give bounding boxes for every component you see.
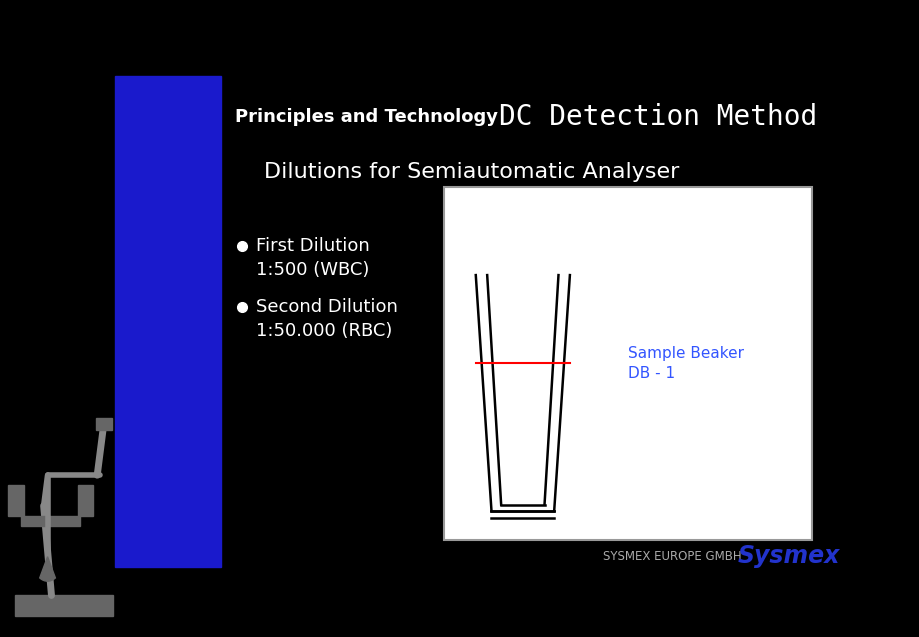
Text: SYSMEX EUROPE GMBH: SYSMEX EUROPE GMBH xyxy=(603,550,742,562)
Bar xyxy=(8,485,24,516)
Text: Principles and Technology: Principles and Technology xyxy=(234,108,497,125)
Text: Sample Beaker: Sample Beaker xyxy=(628,346,743,361)
Bar xyxy=(96,418,111,431)
Text: DC Detection Method: DC Detection Method xyxy=(498,103,816,131)
Bar xyxy=(15,596,113,616)
Bar xyxy=(77,485,93,516)
Text: Dilutions for Semiautomatic Analyser: Dilutions for Semiautomatic Analyser xyxy=(264,162,678,182)
Text: 1:500 (WBC): 1:500 (WBC) xyxy=(255,261,369,279)
Text: DB - 1: DB - 1 xyxy=(628,366,675,381)
Text: First Dilution: First Dilution xyxy=(255,237,369,255)
Text: Sysmex: Sysmex xyxy=(737,544,839,568)
Bar xyxy=(21,516,80,526)
Bar xyxy=(115,76,221,567)
Text: Second Dilution: Second Dilution xyxy=(255,298,398,316)
Bar xyxy=(444,187,811,540)
Wedge shape xyxy=(40,557,55,581)
Text: 1:50.000 (RBC): 1:50.000 (RBC) xyxy=(255,322,392,341)
